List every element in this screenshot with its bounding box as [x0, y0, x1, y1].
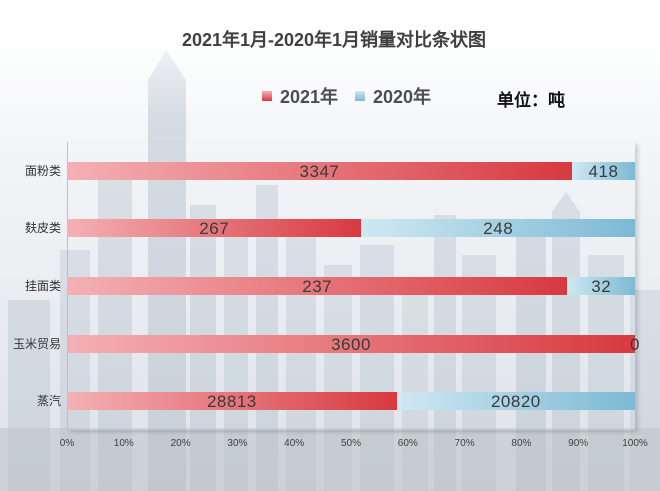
category-axis: 面粉类麸皮类挂面类玉米贸易蒸汽: [0, 142, 61, 430]
x-tick-label: 50%: [340, 438, 362, 449]
city-ground: [0, 428, 660, 491]
category-label: 面粉类: [24, 163, 61, 178]
data-label: 28813: [206, 392, 257, 412]
data-label: 0: [630, 334, 640, 354]
data-label: 3347: [299, 161, 340, 181]
x-tick-label: 70%: [454, 438, 475, 449]
x-tick-label: 100%: [622, 438, 648, 449]
data-label: 267: [199, 219, 230, 239]
bar-series-1: [67, 392, 397, 411]
x-tick-label: 10%: [113, 438, 134, 449]
bar-series-2: [567, 277, 635, 295]
x-tick-label: 40%: [284, 438, 305, 449]
data-label: 237: [302, 277, 333, 296]
value-axis: 0% 10% 20% 30% 40% 50% 60% 70% 80% 90% 100%: [60, 437, 648, 451]
legend-label: 2020年: [373, 87, 432, 107]
plot-area: 3347 418 267 248 237 32 3600 0 28813 20820: [67, 142, 639, 430]
chart-title: 2021年1月-2020年1月销量对比条状图: [181, 30, 487, 50]
category-label: 玉米贸易: [12, 336, 61, 351]
data-label: 20820: [490, 392, 541, 412]
category-label: 挂面类: [24, 279, 61, 293]
bar-series-1: [67, 334, 635, 353]
x-tick-label: 0%: [59, 438, 75, 449]
x-tick-label: 30%: [227, 438, 248, 449]
bar-series-2: [361, 219, 635, 238]
building: [148, 50, 186, 491]
data-label: 3600: [331, 334, 371, 354]
data-label: 32: [591, 277, 612, 296]
legend-swatch-blue: [355, 91, 365, 101]
bar-series-1: [67, 219, 362, 238]
category-label: 麸皮类: [24, 221, 61, 236]
data-label: 248: [483, 219, 514, 239]
legend-item-series-1: 2021年: [262, 85, 338, 107]
x-tick-label: 80%: [511, 438, 532, 449]
unit-label: 单位：吨: [497, 91, 565, 110]
bar-series-2: [396, 392, 635, 411]
bar-series-1: [67, 277, 568, 295]
x-tick-label: 60%: [397, 438, 418, 449]
category-label: 蒸汽: [36, 394, 61, 409]
legend-label: 2021年: [280, 87, 339, 107]
bar-series-2: [571, 161, 635, 180]
x-tick-label: 90%: [568, 438, 589, 449]
sky-fade: [0, 0, 660, 115]
x-tick-label: 20%: [170, 438, 191, 449]
legend-swatch-red: [262, 91, 272, 101]
legend-item-series-2: 2020年: [355, 85, 431, 107]
data-label: 418: [588, 161, 619, 181]
bar-series-1: [67, 161, 572, 180]
